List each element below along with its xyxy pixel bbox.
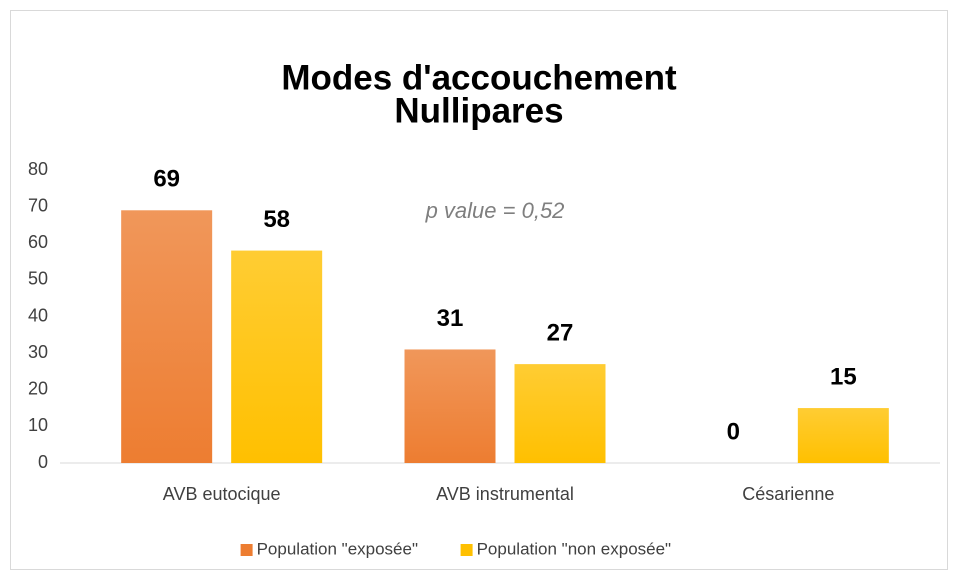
data-label: 58 [263,206,290,233]
y-tick-label: 10 [28,415,48,435]
data-label: 15 [830,363,857,390]
data-label: 31 [437,305,464,332]
bar [797,408,889,463]
bar [231,250,323,463]
x-tick-label: AVB eutocique [163,484,281,504]
legend-swatch [460,544,473,556]
bar [404,349,496,463]
x-tick-label: Césarienne [742,484,834,504]
data-label: 0 [727,418,740,445]
data-label: 69 [153,166,180,193]
y-tick-label: 40 [28,305,48,325]
bar [121,210,213,463]
annotation: p value = 0,52 [425,198,565,223]
y-tick-label: 60 [28,232,48,252]
bar [514,364,606,463]
chart-title: Modes d'accouchement [281,58,677,97]
data-label: 27 [547,319,574,346]
x-tick-label: AVB instrumental [436,484,574,504]
y-tick-label: 30 [28,342,48,362]
y-tick-label: 0 [38,452,48,472]
y-tick-label: 50 [28,269,48,289]
chart-subtitle: Nullipares [394,91,563,130]
y-tick-label: 80 [28,159,48,179]
legend-swatch [240,544,253,556]
legend-label: Population "exposée" [257,539,418,558]
y-tick-label: 20 [28,379,48,399]
y-tick-label: 70 [28,195,48,215]
legend-label: Population "non exposée" [477,539,671,558]
